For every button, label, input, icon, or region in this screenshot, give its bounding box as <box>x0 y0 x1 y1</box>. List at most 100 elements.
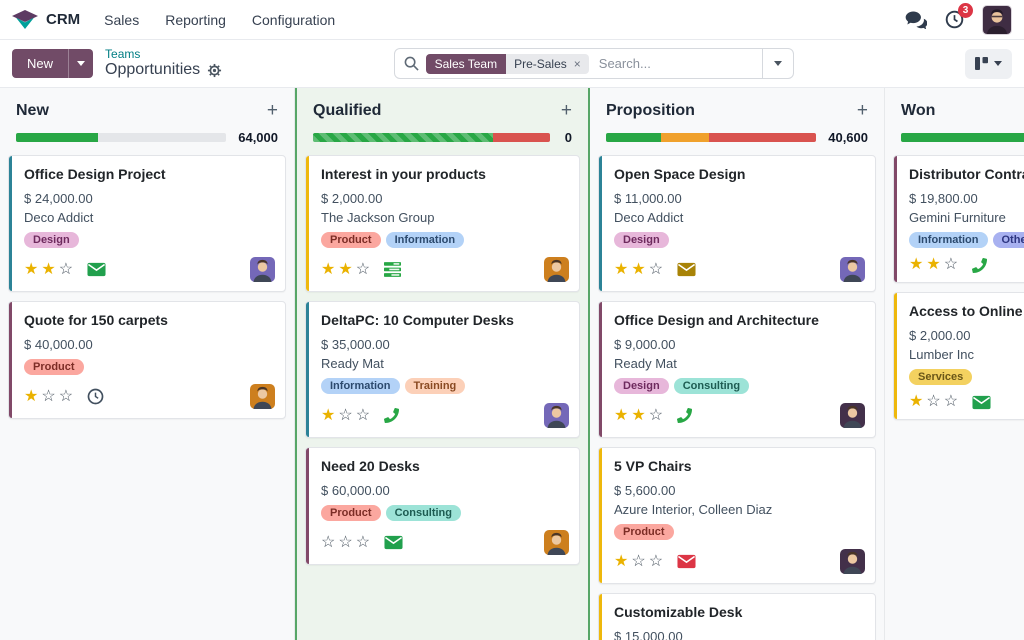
avatar <box>544 530 569 555</box>
user-avatar[interactable] <box>982 4 1012 35</box>
kanban-card[interactable]: Interest in your products $ 2,000.00 The J… <box>305 155 580 292</box>
add-record-button[interactable]: + <box>266 100 278 121</box>
star-empty-icon[interactable]: ☆ <box>355 406 374 424</box>
add-record-button[interactable]: + <box>856 100 868 121</box>
star-filled-icon[interactable]: ★ <box>321 406 339 424</box>
star-filled-icon[interactable]: ★ <box>614 260 632 278</box>
gear-icon[interactable] <box>207 63 222 78</box>
star-filled-icon[interactable]: ★ <box>614 552 632 570</box>
progress-segment[interactable] <box>660 133 709 142</box>
star-filled-icon[interactable]: ★ <box>24 260 42 278</box>
star-empty-icon[interactable]: ☆ <box>41 387 59 405</box>
messages-icon[interactable] <box>905 10 927 29</box>
kanban-card[interactable]: Office Design Project $ 24,000.00 Deco Add… <box>8 155 286 292</box>
star-empty-icon[interactable]: ☆ <box>943 393 962 410</box>
star-empty-icon[interactable]: ☆ <box>648 260 667 278</box>
star-filled-icon[interactable]: ★ <box>631 260 649 278</box>
progress-segment[interactable] <box>709 133 817 142</box>
card-tags: InformationOther <box>909 232 1024 248</box>
star-filled-icon[interactable]: ★ <box>321 260 339 278</box>
envelope-activity-icon[interactable] <box>677 262 696 277</box>
kanban-column-new: New +64,000 Office Design Project $ 24,000.… <box>0 88 295 640</box>
kanban-card[interactable]: Office Design and Architecture $ 9,000.00… <box>598 301 876 438</box>
card-amount: $ 11,000.00 <box>614 191 682 206</box>
column-progress-bar[interactable] <box>901 133 1024 142</box>
column-title: Qualified <box>313 101 382 119</box>
star-empty-icon[interactable]: ☆ <box>355 260 374 278</box>
star-empty-icon[interactable]: ☆ <box>338 406 356 424</box>
tag-product: Product <box>321 232 381 248</box>
star-filled-icon[interactable]: ★ <box>614 406 632 424</box>
star-empty-icon[interactable]: ☆ <box>58 387 77 405</box>
star-empty-icon[interactable]: ☆ <box>648 552 667 570</box>
menu-sales[interactable]: Sales <box>104 11 140 28</box>
column-progress-bar[interactable] <box>606 133 817 142</box>
search-area: Sales Team Pre-Sales × Search... <box>222 48 965 79</box>
progress-segment[interactable] <box>493 133 550 142</box>
menu-reporting[interactable]: Reporting <box>165 11 226 28</box>
star-filled-icon[interactable]: ★ <box>909 256 927 273</box>
kanban-card[interactable]: Quote for 150 carpets $ 40,000.00 Product ★… <box>8 301 286 419</box>
view-switcher-button[interactable] <box>965 48 1012 79</box>
progress-segment[interactable] <box>901 133 1024 142</box>
star-filled-icon[interactable]: ★ <box>338 260 356 278</box>
new-button[interactable]: New <box>12 49 69 78</box>
search-bar[interactable]: Sales Team Pre-Sales × Search... <box>393 48 794 79</box>
star-empty-icon[interactable]: ☆ <box>926 393 944 410</box>
tag-services: Services <box>909 369 973 385</box>
kanban-card[interactable]: Need 20 Desks $ 60,000.00 Product Consultin… <box>305 447 580 565</box>
envelope-activity-icon[interactable] <box>972 395 991 410</box>
tasks-activity-icon[interactable] <box>384 262 402 277</box>
star-filled-icon[interactable]: ★ <box>24 387 42 405</box>
card-partner: Azure Interior, Colleen Diaz <box>614 502 773 517</box>
star-empty-icon[interactable]: ☆ <box>631 552 649 570</box>
facet-label: Sales Team <box>425 53 507 74</box>
phone-activity-icon[interactable] <box>677 408 693 423</box>
envelope-activity-icon[interactable] <box>87 262 106 277</box>
progress-segment[interactable] <box>313 133 494 142</box>
tag-information: Information <box>909 232 988 248</box>
card-color-stripe <box>9 302 12 418</box>
envelope-activity-icon[interactable] <box>677 554 696 569</box>
star-filled-icon[interactable]: ★ <box>909 393 927 410</box>
star-empty-icon[interactable]: ☆ <box>943 256 962 273</box>
menu-configuration[interactable]: Configuration <box>251 11 336 28</box>
app-switcher[interactable]: CRM <box>12 9 80 30</box>
card-tags: Product Information <box>321 232 569 248</box>
column-progress-bar[interactable] <box>313 133 550 142</box>
progress-segment[interactable] <box>16 133 98 142</box>
star-empty-icon[interactable]: ☆ <box>58 260 77 278</box>
kanban-card[interactable]: Access to Online Catalog $ 2,000.00 Lumber… <box>893 292 1024 420</box>
envelope-activity-icon[interactable] <box>384 535 403 550</box>
kanban-column-qualified: Qualified +0 Interest in your products $ 2,… <box>295 88 590 640</box>
breadcrumb-teams-link[interactable]: Teams <box>105 47 141 62</box>
star-filled-icon[interactable]: ★ <box>926 256 944 273</box>
clock-activity-icon[interactable] <box>87 388 104 405</box>
priority-stars: ★☆☆ <box>614 552 667 570</box>
star-empty-icon[interactable]: ☆ <box>648 406 667 424</box>
card-partner: Deco Addict <box>614 210 684 225</box>
card-tags: Product <box>614 524 865 540</box>
phone-activity-icon[interactable] <box>972 257 988 273</box>
phone-activity-icon[interactable] <box>384 408 400 423</box>
facet-remove-icon[interactable]: × <box>573 56 581 71</box>
column-progress-bar[interactable] <box>16 133 227 142</box>
star-empty-icon[interactable]: ☆ <box>338 533 356 551</box>
kanban-card[interactable]: 5 VP Chairs $ 5,600.00 Azure Interior, Col… <box>598 447 876 584</box>
kanban-card[interactable]: Open Space Design $ 11,000.00 Deco Addict D… <box>598 155 876 292</box>
new-button-dropdown[interactable] <box>68 49 94 78</box>
star-filled-icon[interactable]: ★ <box>631 406 649 424</box>
activities-icon[interactable]: 3 <box>945 3 973 29</box>
add-record-button[interactable]: + <box>560 100 572 121</box>
kanban-card[interactable]: DeltaPC: 10 Computer Desks $ 35,000.00 Rea… <box>305 301 580 438</box>
search-input[interactable]: Search... <box>598 56 651 71</box>
star-empty-icon[interactable]: ☆ <box>321 533 339 551</box>
kanban-card[interactable]: Distributor Contract $ 19,800.00 Gemini Fu… <box>893 155 1024 283</box>
star-empty-icon[interactable]: ☆ <box>355 533 374 551</box>
progress-segment[interactable] <box>606 133 661 142</box>
search-options-toggle[interactable] <box>761 49 793 78</box>
progress-segment[interactable] <box>97 133 227 142</box>
star-filled-icon[interactable]: ★ <box>41 260 59 278</box>
